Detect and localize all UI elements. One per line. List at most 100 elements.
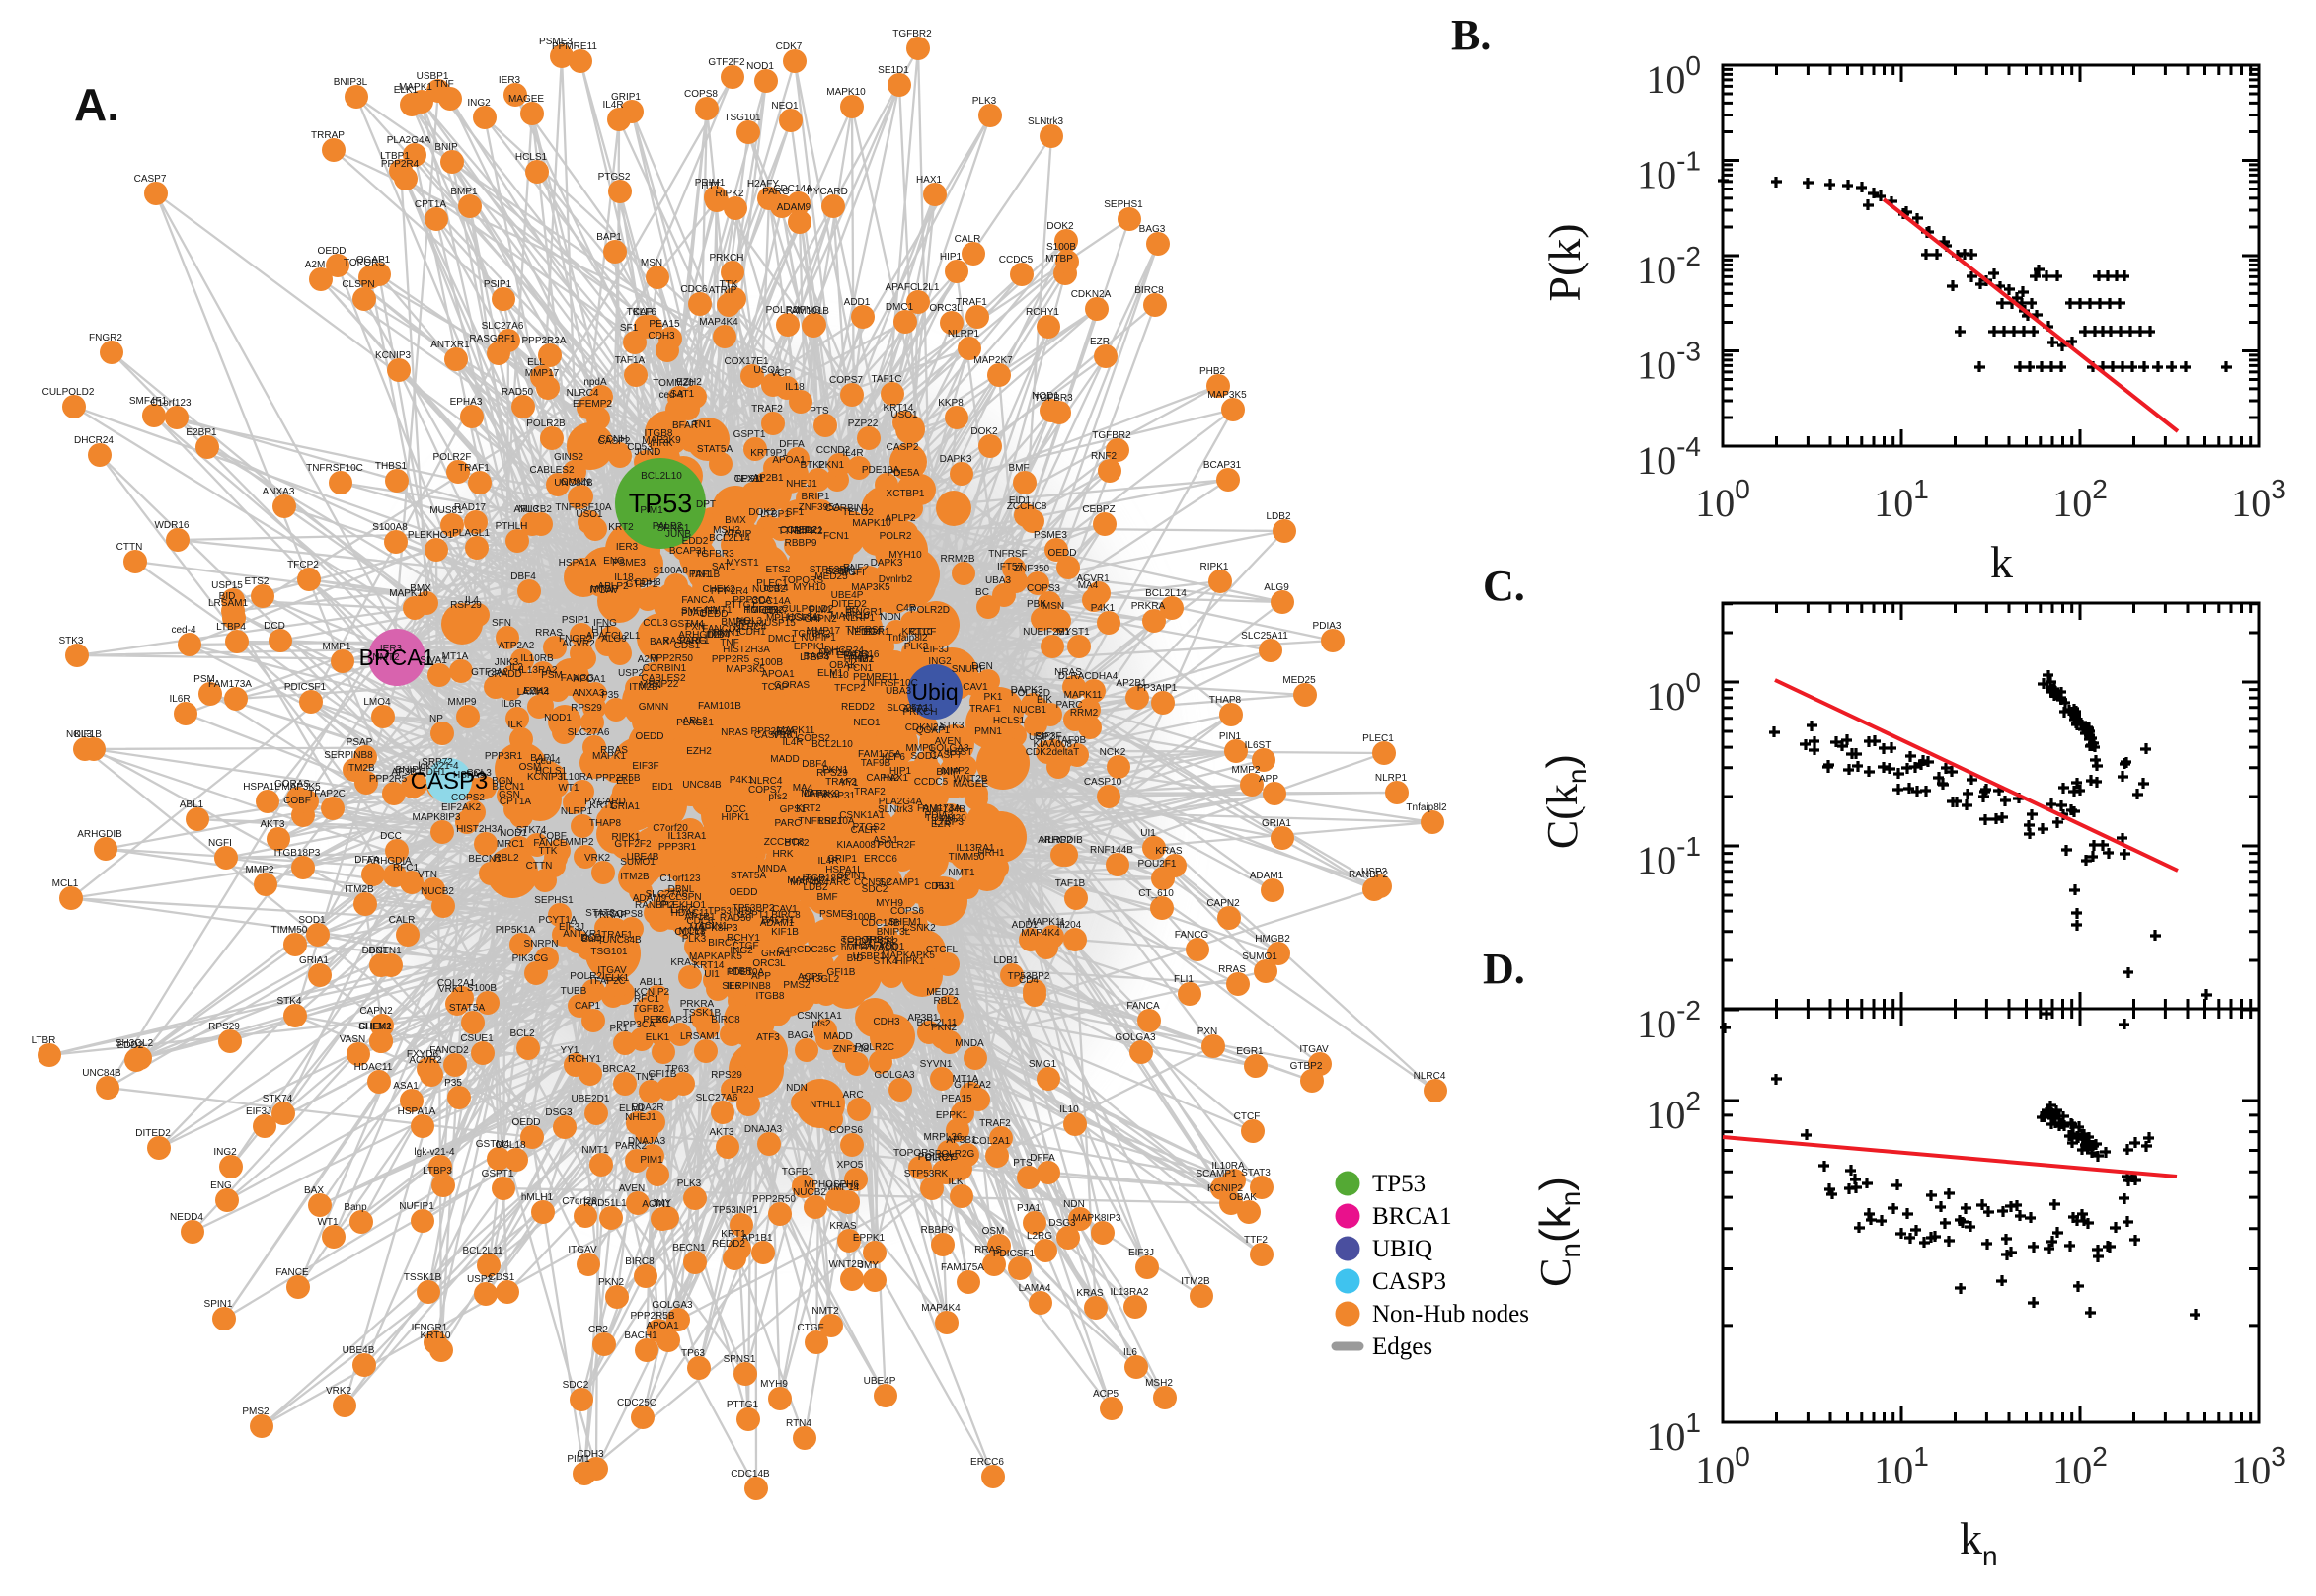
svg-text:NMT1: NMT1	[948, 868, 975, 878]
svg-text:MAPK10: MAPK10	[852, 518, 891, 529]
svg-text:MMP1: MMP1	[906, 743, 935, 754]
svg-text:CDS1: CDS1	[674, 641, 701, 651]
svg-text:CR2: CR2	[588, 1325, 608, 1335]
svg-text:COPS6: COPS6	[829, 1125, 863, 1136]
svg-text:MMP1: MMP1	[323, 642, 351, 652]
svg-text:GOLGA3: GOLGA3	[652, 1300, 693, 1311]
svg-text:IL18: IL18	[785, 382, 805, 393]
svg-text:BCL2L10: BCL2L10	[641, 471, 682, 482]
svg-text:MADD: MADD	[770, 754, 799, 765]
svg-text:MAPK8IP3: MAPK8IP3	[690, 923, 738, 934]
svg-text:ITGAV: ITGAV	[1299, 1044, 1329, 1055]
svg-text:SH3GL2: SH3GL2	[116, 1038, 154, 1049]
svg-text:COPS7: COPS7	[748, 785, 782, 796]
svg-text:NEDD4: NEDD4	[847, 627, 881, 638]
svg-text:CDKN2A: CDKN2A	[905, 722, 946, 733]
svg-text:DAPK3: DAPK3	[1011, 685, 1043, 696]
svg-text:CAP1: CAP1	[575, 1001, 601, 1012]
svg-text:STAT5A: STAT5A	[697, 444, 733, 455]
svg-text:BIK: BIK	[1037, 695, 1052, 706]
svg-text:PTGS2: PTGS2	[598, 172, 631, 183]
svg-text:ENG: ENG	[603, 556, 625, 567]
svg-text:BRCA1: BRCA1	[359, 645, 435, 670]
svg-text:PTHLH: PTHLH	[496, 521, 528, 532]
svg-text:CSUE1: CSUE1	[460, 1033, 494, 1044]
svg-text:TP63: TP63	[681, 1348, 705, 1359]
svg-text:FAM175A: FAM175A	[858, 749, 901, 760]
svg-text:BIRC7: BIRC7	[925, 1153, 955, 1164]
svg-text:EIF3J: EIF3J	[246, 1106, 271, 1117]
svg-text:CCL3: CCL3	[466, 768, 492, 779]
svg-text:FXYD6: FXYD6	[407, 1049, 439, 1060]
svg-text:PIM1: PIM1	[809, 605, 832, 616]
svg-text:IL10RA: IL10RA	[1211, 1161, 1245, 1172]
svg-text:Non-Hub nodes: Non-Hub nodes	[1372, 1301, 1529, 1328]
svg-text:P35: P35	[444, 1078, 462, 1089]
svg-text:CDS1: CDS1	[489, 1272, 515, 1283]
svg-text:BACH1: BACH1	[761, 915, 795, 926]
svg-text:DOK2: DOK2	[1046, 221, 1074, 232]
svg-text:SUMO1: SUMO1	[1242, 951, 1277, 962]
svg-text:Ifi204: Ifi204	[706, 630, 731, 641]
svg-text:IL4R: IL4R	[817, 856, 838, 867]
svg-text:L2RG: L2RG	[1027, 1231, 1052, 1242]
svg-text:CDC14B: CDC14B	[731, 1469, 770, 1480]
svg-text:PLK3: PLK3	[972, 96, 997, 107]
svg-text:TOMM20: TOMM20	[925, 813, 966, 824]
svg-text:CORBIN1: CORBIN1	[643, 663, 687, 674]
svg-text:APLP2: APLP2	[597, 581, 629, 592]
svg-text:SOD1: SOD1	[298, 915, 326, 926]
svg-text:GSN: GSN	[499, 790, 520, 800]
svg-text:TTF2: TTF2	[778, 526, 802, 537]
svg-text:PDE5A: PDE5A	[888, 468, 920, 479]
svg-text:BGN: BGN	[492, 776, 513, 787]
svg-text:APOA1: APOA1	[761, 669, 795, 680]
svg-text:TOPORS: TOPORS	[893, 1148, 935, 1159]
svg-text:EPPK1: EPPK1	[936, 1110, 968, 1121]
svg-text:ced-4: ced-4	[535, 756, 560, 767]
svg-text:lgk-v21-4: lgk-v21-4	[418, 761, 459, 772]
svg-text:NMT2: NMT2	[372, 652, 400, 663]
svg-text:TEX11: TEX11	[734, 474, 764, 485]
svg-text:NGFI: NGFI	[841, 568, 865, 578]
svg-text:KCNIP3: KCNIP3	[375, 350, 412, 361]
svg-text:BCL2L11: BCL2L11	[463, 1246, 503, 1256]
svg-text:MAGEE: MAGEE	[508, 94, 544, 105]
svg-text:BCAP31: BCAP31	[817, 791, 856, 801]
svg-text:GINS2: GINS2	[554, 452, 583, 463]
svg-text:TRRAP: TRRAP	[593, 910, 627, 921]
svg-text:TOPORS: TOPORS	[344, 258, 385, 268]
svg-text:VASN: VASN	[340, 1034, 366, 1045]
svg-text:ABL1: ABL1	[640, 977, 664, 988]
svg-text:PYCARD: PYCARD	[807, 187, 848, 197]
svg-text:COL2A1: COL2A1	[972, 1136, 1011, 1147]
svg-text:PIN1: PIN1	[689, 570, 712, 580]
svg-text:IL4R: IL4R	[602, 100, 623, 111]
svg-text:CAPN2: CAPN2	[359, 1006, 393, 1017]
svg-text:PSAP: PSAP	[347, 737, 373, 748]
svg-text:DOK2: DOK2	[748, 507, 776, 518]
svg-text:RCHY1: RCHY1	[1026, 307, 1059, 318]
svg-text:VRK2: VRK2	[326, 1386, 352, 1397]
svg-text:ADD1: ADD1	[1012, 920, 1039, 931]
svg-text:WT1: WT1	[558, 783, 579, 794]
svg-text:RRM2B: RRM2B	[940, 554, 974, 565]
svg-text:MMP17: MMP17	[807, 626, 841, 637]
svg-text:PJA1: PJA1	[1017, 1203, 1041, 1214]
svg-text:C4R: C4R	[777, 946, 797, 956]
svg-text:MAP3K9: MAP3K9	[801, 789, 840, 799]
svg-text:TAF9B: TAF9B	[1056, 735, 1087, 746]
svg-text:MT1A: MT1A	[953, 1074, 979, 1085]
svg-text:NMT1: NMT1	[818, 647, 846, 658]
svg-text:PSME3: PSME3	[819, 909, 853, 920]
svg-text:SLNtrk3: SLNtrk3	[1028, 116, 1064, 127]
svg-text:COPS2: COPS2	[797, 733, 830, 744]
svg-text:RRAS: RRAS	[535, 628, 563, 639]
svg-text:WDR16: WDR16	[844, 649, 879, 660]
svg-text:ANXA3: ANXA3	[263, 487, 295, 497]
svg-text:PRKCH: PRKCH	[709, 253, 743, 264]
svg-text:AP3B1: AP3B1	[907, 1013, 939, 1024]
svg-text:ITGAV: ITGAV	[597, 965, 627, 976]
svg-text:RNF144B: RNF144B	[1090, 845, 1133, 856]
svg-text:KRT2: KRT2	[608, 522, 634, 533]
